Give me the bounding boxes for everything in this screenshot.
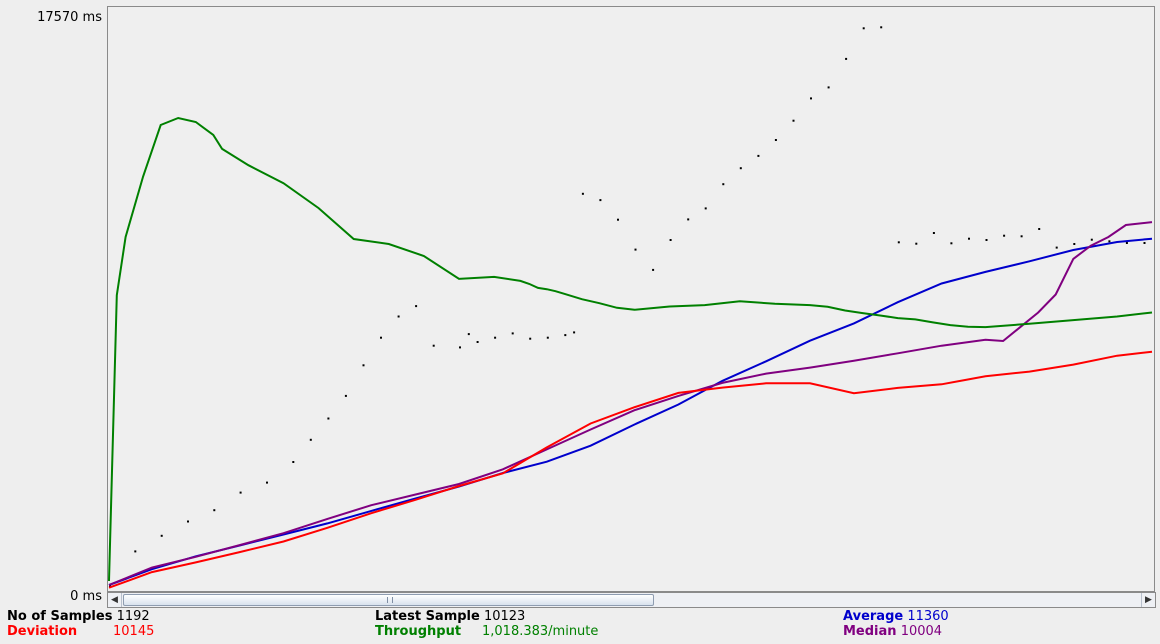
stat-samples-label: No of Samples [7, 609, 113, 624]
data-point-data-8 [309, 438, 312, 441]
data-point-data-46 [950, 242, 953, 245]
stat-median: Median 10004 [843, 624, 942, 639]
data-point-data-40 [845, 57, 848, 60]
scroll-left-button[interactable]: ◀ [108, 593, 122, 607]
data-point-data-57 [1143, 242, 1146, 244]
data-point-data-4 [213, 509, 216, 512]
data-point-data-48 [985, 239, 988, 241]
results-graph [108, 26, 1153, 589]
data-point-data-31 [687, 218, 690, 221]
data-point-data-47 [968, 237, 970, 240]
data-point-data-1 [134, 550, 137, 553]
stat-samples: No of Samples 1192 [7, 609, 150, 624]
data-point-data-55 [1108, 240, 1111, 243]
stat-throughput-label: Throughput [375, 624, 462, 639]
data-point-data-18 [476, 341, 479, 343]
arrow-left-icon: ◀ [111, 595, 118, 605]
data-point-data-42 [880, 26, 883, 29]
series-throughput [108, 116, 1153, 582]
series-median [108, 221, 1153, 586]
data-point-data-15 [432, 344, 435, 347]
data-point-data-32 [704, 207, 707, 210]
data-point-data-20 [511, 332, 514, 335]
data-point-data-49 [1003, 234, 1006, 237]
stat-throughput-value: 1,018.383/minute [482, 624, 599, 639]
data-point-data-44 [915, 242, 918, 245]
data-point-data-29 [652, 268, 655, 271]
stat-median-label: Median [843, 624, 897, 639]
data-point-data-6 [266, 481, 268, 484]
stat-throughput: Throughput 1,018.383/minute [375, 624, 598, 639]
data-point-data-16 [459, 346, 461, 349]
data-point-data-14 [415, 305, 418, 308]
data-point-data-56 [1125, 242, 1128, 244]
data-point-data-21 [529, 337, 532, 340]
data-point-data-33 [722, 183, 725, 186]
data-point-data-30 [669, 239, 672, 241]
data-point-data-25 [581, 192, 584, 195]
data-point-data-2 [160, 534, 163, 537]
data-point-data-53 [1073, 243, 1076, 245]
stat-deviation: Deviation 10145 [7, 624, 154, 639]
data-point-data-37 [792, 119, 795, 122]
stat-average: Average 11360 [843, 609, 949, 624]
y-axis-max-label: 17570 ms [37, 10, 102, 25]
stat-median-value: 10004 [900, 624, 943, 639]
grip-icon [387, 597, 393, 603]
series-line-median [108, 221, 1153, 586]
stat-average-value: 11360 [907, 609, 949, 624]
series-line-average [108, 237, 1153, 586]
stat-latest-sample: Latest Sample 10123 [375, 609, 525, 624]
scroll-right-button[interactable]: ▶ [1141, 593, 1155, 607]
series-line-throughput [108, 116, 1153, 582]
data-point-data-50 [1020, 235, 1023, 238]
data-point-data-28 [634, 248, 637, 251]
data-point-data-27 [617, 218, 619, 221]
series-line-deviation [108, 350, 1153, 589]
data-point-data-51 [1038, 228, 1041, 230]
data-point-data-36 [774, 139, 777, 141]
data-point-data-23 [564, 334, 567, 337]
y-axis-min-label: 0 ms [70, 589, 102, 604]
data-point-data-26 [599, 199, 602, 202]
data-point-data-34 [739, 167, 742, 170]
data-point-data-45 [932, 232, 935, 234]
data-point-data-5 [239, 491, 242, 494]
series-deviation [108, 350, 1153, 589]
data-point-data-41 [862, 27, 865, 30]
scrollbar-thumb[interactable] [123, 594, 654, 606]
series-data [109, 26, 1146, 588]
series-average [108, 237, 1153, 586]
data-point-data-52 [1055, 246, 1058, 249]
data-point-data-12 [380, 336, 382, 339]
data-point-data-3 [187, 520, 189, 523]
data-point-data-11 [362, 364, 365, 367]
data-point-data-43 [897, 241, 900, 244]
arrow-right-icon: ▶ [1145, 595, 1152, 605]
stat-latest-label: Latest Sample [375, 609, 480, 624]
data-point-data-35 [757, 154, 760, 157]
data-point-data-13 [397, 315, 400, 318]
data-point-data-39 [827, 86, 830, 89]
data-point-data-54 [1090, 238, 1093, 241]
data-point-data-10 [344, 394, 347, 397]
stat-samples-value: 1192 [116, 609, 150, 624]
data-point-data-17 [467, 333, 470, 336]
data-point-data-9 [327, 417, 330, 420]
horizontal-scrollbar[interactable]: ◀ ▶ [107, 592, 1156, 608]
stat-deviation-value: 10145 [113, 624, 155, 639]
data-point-data-19 [494, 336, 497, 339]
graph-plot-area [107, 6, 1155, 592]
stat-average-label: Average [843, 609, 904, 624]
data-point-data-22 [546, 336, 549, 339]
stat-deviation-label: Deviation [7, 624, 78, 639]
data-point-data-24 [573, 331, 576, 334]
stat-latest-value: 10123 [483, 609, 526, 624]
data-point-data-7 [292, 461, 295, 463]
data-point-data-38 [810, 97, 812, 100]
